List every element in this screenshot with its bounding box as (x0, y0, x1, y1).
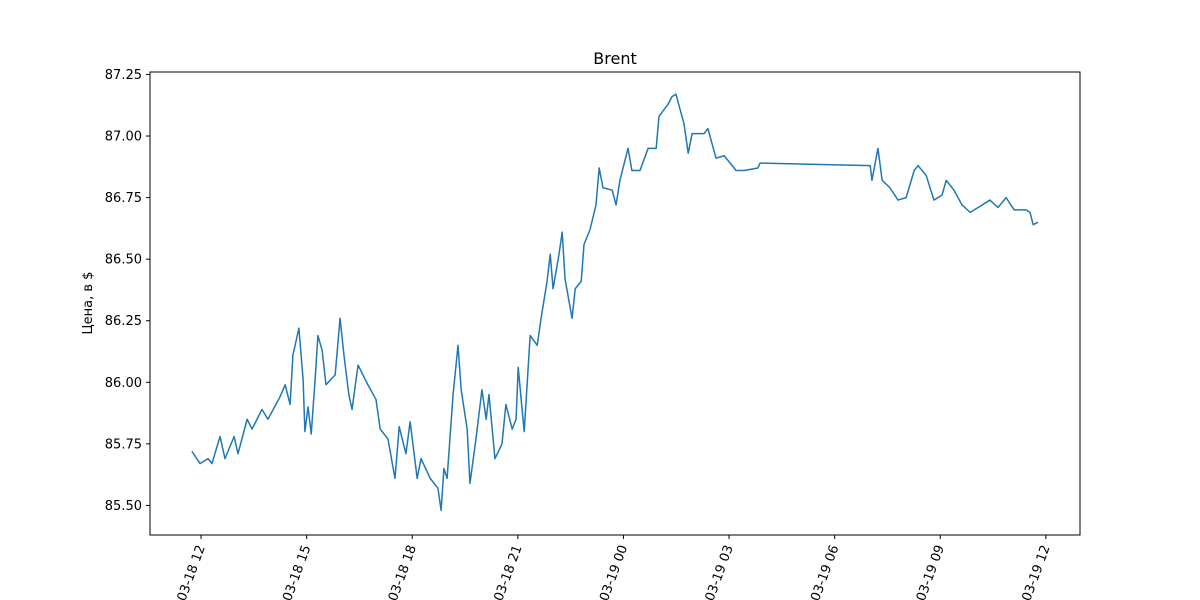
y-tick-label: 86.25 (105, 314, 142, 329)
plot-frame (149, 71, 1081, 536)
y-tick-label: 87.25 (105, 68, 142, 83)
y-tick-label: 85.50 (105, 499, 142, 514)
y-tick-label: 86.50 (105, 253, 142, 268)
y-tick-label: 86.00 (105, 376, 142, 391)
chart-title: Brent (593, 49, 636, 68)
price-line (191, 93, 1039, 512)
y-tick-label: 86.75 (105, 191, 142, 206)
y-tick-label: 87.00 (105, 130, 142, 145)
y-tick-label: 85.75 (105, 437, 142, 452)
y-axis-label: Цена, в $ (81, 272, 96, 335)
